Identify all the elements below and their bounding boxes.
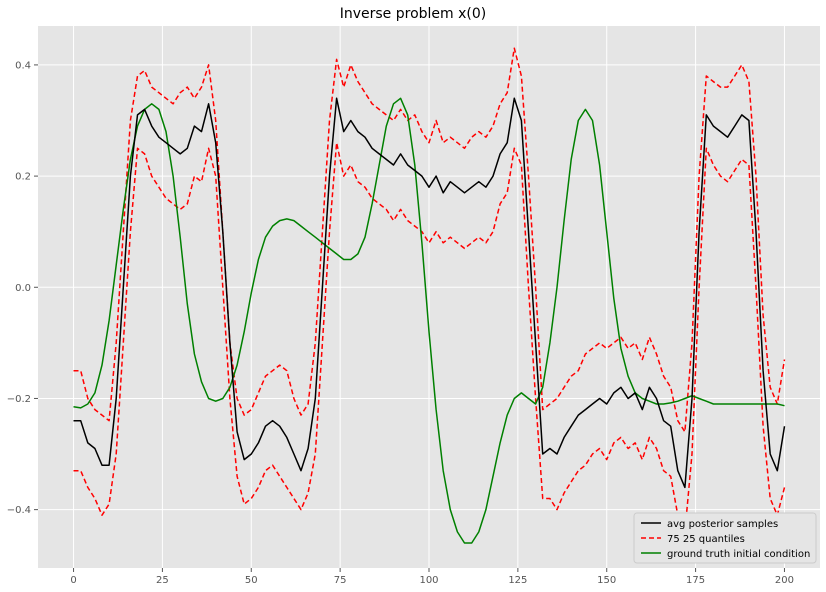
x-tick-label: 75 [334,575,347,586]
x-tick-label: 100 [419,575,438,586]
x-tick-label: 150 [597,575,616,586]
x-tick-label: 200 [775,575,794,586]
series-line-75-25-quantiles-lower [73,141,786,533]
legend-label-quantiles: 75 25 quantiles [667,534,745,545]
y-tick-label: 0.4 [15,60,31,71]
series-line-75-25-quantiles [73,47,786,433]
y-axis: −0.4 −0.2 0.0 0.2 0.4 [7,60,38,516]
legend-box [633,512,817,564]
series-group [73,47,786,544]
legend-label-ground-truth: ground truth initial condition [667,549,810,560]
x-tick-label: 125 [508,575,527,586]
y-tick-label: 0.2 [15,172,31,183]
legend-label-avg: avg posterior samples [667,519,778,530]
x-tick-label: 175 [686,575,705,586]
y-tick-label: 0.0 [15,283,31,294]
x-tick-label: 25 [156,575,169,586]
legend: avg posterior samples 75 25 quantiles gr… [633,512,817,564]
series-line-avg-posterior-samples [73,97,786,489]
series-line-ground-truth-initial-condition [73,97,785,544]
y-tick-label: −0.4 [7,505,31,516]
x-tick-label: 0 [70,575,76,586]
x-tick-label: 50 [245,575,258,586]
x-axis: 0 25 50 75 100 125 150 175 200 [70,568,794,586]
chart-title: Inverse problem x(0) [340,6,487,22]
y-tick-label: −0.2 [7,394,31,405]
